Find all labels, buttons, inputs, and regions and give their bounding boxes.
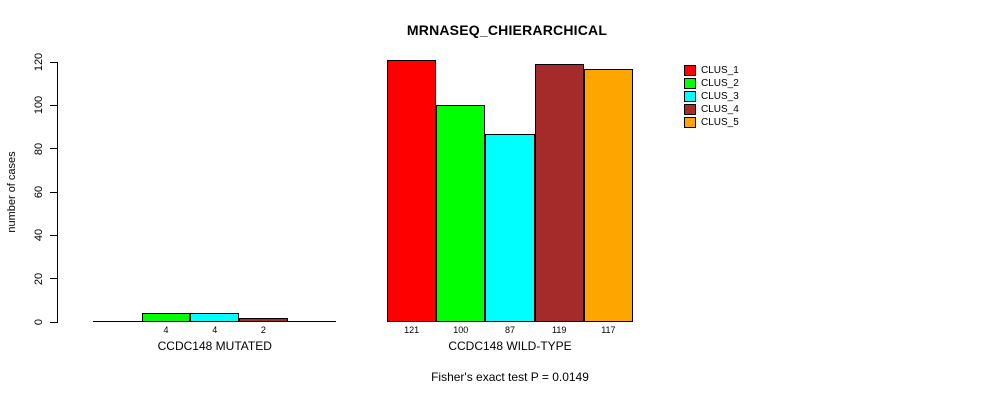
bar-value-label: 117 bbox=[601, 325, 616, 335]
fisher-test-annotation: Fisher's exact test P = 0.0149 bbox=[431, 370, 589, 384]
bar-clus-4-group1 bbox=[239, 317, 288, 322]
y-tick-mark bbox=[50, 234, 57, 236]
legend-swatch-clus-1 bbox=[684, 65, 696, 76]
legend-swatch-clus-5 bbox=[684, 117, 696, 128]
legend-label-clus-5: CLUS_5 bbox=[701, 117, 739, 128]
y-tick-mark bbox=[50, 61, 57, 63]
legend-label-clus-4: CLUS_4 bbox=[701, 104, 739, 115]
y-tick-label: 0 bbox=[33, 318, 45, 326]
legend-label-clus-2: CLUS_2 bbox=[701, 78, 739, 89]
bar-clus-3-group2 bbox=[485, 133, 535, 322]
y-tick-label: 60 bbox=[33, 185, 45, 199]
legend-label-clus-1: CLUS_1 bbox=[701, 65, 739, 76]
bar-value-label: 87 bbox=[504, 325, 516, 335]
y-tick-mark bbox=[50, 191, 57, 193]
bar-value-label: 4 bbox=[163, 325, 169, 335]
legend-swatch-clus-2 bbox=[684, 78, 696, 89]
legend-item-clus-4: CLUS_4 bbox=[684, 103, 739, 116]
legend-label-clus-3: CLUS_3 bbox=[701, 91, 739, 102]
bar-value-label: 100 bbox=[453, 325, 469, 335]
y-tick-mark bbox=[50, 278, 57, 280]
bar-value-label: 2 bbox=[260, 325, 266, 335]
y-tick-label: 80 bbox=[33, 142, 45, 155]
y-tick-label: 100 bbox=[33, 96, 45, 115]
zero-bar-clus-5-group1 bbox=[287, 321, 337, 322]
bar-value-label: 121 bbox=[404, 325, 420, 335]
legend-item-clus-5: CLUS_5 bbox=[684, 116, 739, 129]
group-label-wild-type: CCDC148 WILD-TYPE bbox=[448, 339, 572, 353]
y-tick-label: 120 bbox=[33, 52, 45, 72]
y-tick-mark bbox=[50, 321, 57, 323]
legend-swatch-clus-3 bbox=[684, 91, 696, 102]
legend: CLUS_1 CLUS_2 CLUS_3 CLUS_4 CLUS_5 bbox=[684, 64, 739, 129]
legend-item-clus-2: CLUS_2 bbox=[684, 77, 739, 90]
y-axis-line bbox=[57, 62, 58, 323]
bar-clus-3-group1 bbox=[190, 313, 240, 322]
bar-clus-4-group2 bbox=[534, 64, 584, 322]
zero-bar-clus-1-group1 bbox=[93, 321, 142, 322]
bar-clus-1-group2 bbox=[387, 59, 437, 322]
y-tick-label: 40 bbox=[33, 229, 45, 242]
legend-swatch-clus-4 bbox=[684, 104, 696, 115]
bar-value-label: 4 bbox=[212, 325, 218, 335]
bar-clus-2-group1 bbox=[141, 313, 191, 322]
bar-value-label: 119 bbox=[552, 325, 567, 335]
y-axis-label: number of cases bbox=[6, 151, 18, 233]
y-tick-label: 20 bbox=[33, 272, 45, 285]
bar-clus-2-group2 bbox=[436, 105, 486, 322]
chart-title: MRNASEQ_CHIERARCHICAL bbox=[406, 22, 608, 38]
legend-item-clus-1: CLUS_1 bbox=[684, 64, 739, 77]
y-tick-mark bbox=[50, 148, 57, 150]
bar-clus-5-group2 bbox=[583, 68, 633, 322]
y-tick-mark bbox=[50, 104, 57, 106]
legend-item-clus-3: CLUS_3 bbox=[684, 90, 739, 103]
group-label-mutated: CCDC148 MUTATED bbox=[157, 339, 272, 353]
